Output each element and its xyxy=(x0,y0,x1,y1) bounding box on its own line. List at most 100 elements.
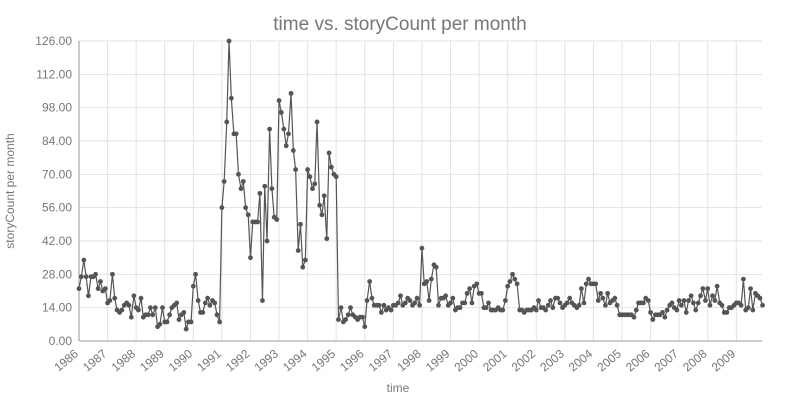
x-tick-label: 1994 xyxy=(280,346,310,374)
data-point xyxy=(578,286,584,292)
data-point xyxy=(700,286,706,292)
data-point xyxy=(674,307,680,313)
chart-title: time vs. storyCount per month xyxy=(273,14,526,35)
data-point xyxy=(257,190,263,196)
data-point xyxy=(290,148,296,153)
data-point xyxy=(157,321,163,327)
data-point xyxy=(369,295,375,301)
data-point xyxy=(152,305,158,311)
data-point xyxy=(402,300,408,306)
data-point xyxy=(267,126,273,132)
data-point xyxy=(676,298,682,303)
x-tick-label: 2006 xyxy=(623,346,653,374)
x-tick-label: 1993 xyxy=(252,346,282,374)
y-tick-label: 0.00 xyxy=(49,334,73,348)
data-point xyxy=(226,38,232,44)
data-point xyxy=(324,236,330,242)
y-tick-labels: 0.00 14.00 28.00 42.00 56.00 70.00 84.00 98.00 1… xyxy=(35,34,72,348)
series-line xyxy=(78,40,764,330)
data-point xyxy=(462,300,468,306)
data-point xyxy=(283,143,289,149)
data-point xyxy=(707,302,713,308)
data-point xyxy=(457,305,463,311)
data-point xyxy=(428,276,434,282)
x-axis-label: time xyxy=(387,381,410,395)
data-point xyxy=(255,219,261,225)
data-point xyxy=(757,295,763,301)
data-point xyxy=(212,300,218,306)
data-point xyxy=(686,298,691,303)
data-point xyxy=(557,300,563,306)
data-point xyxy=(664,307,670,313)
data-point xyxy=(233,131,239,137)
data-point xyxy=(245,212,251,218)
data-point xyxy=(695,300,701,306)
y-tick-label: 98.00 xyxy=(42,101,72,115)
data-point xyxy=(741,276,746,282)
y-tick-label: 28.00 xyxy=(42,267,72,281)
data-point xyxy=(195,298,201,303)
data-point xyxy=(183,326,189,332)
data-point xyxy=(576,302,582,308)
data-point xyxy=(295,248,301,253)
data-point xyxy=(276,98,282,103)
data-point xyxy=(181,310,187,315)
data-point xyxy=(98,279,103,284)
data-point xyxy=(683,310,689,315)
x-tick-labels: 1986 1987 1988 1989 1990 1991 1992 1993 1994 1995… xyxy=(51,346,738,374)
data-point xyxy=(641,300,646,306)
data-point xyxy=(474,281,480,287)
data-point xyxy=(748,286,753,292)
y-tick-label: 14.00 xyxy=(42,301,72,315)
data-point xyxy=(200,310,206,315)
data-point xyxy=(131,293,137,299)
x-tick-label: 2001 xyxy=(480,346,510,374)
data-point xyxy=(550,305,556,311)
data-point xyxy=(378,310,384,315)
data-point xyxy=(750,307,756,313)
data-point xyxy=(160,305,165,311)
data-point xyxy=(533,307,539,313)
data-point xyxy=(395,300,401,306)
x-tick-label: 1997 xyxy=(366,346,396,374)
data-point xyxy=(236,171,241,177)
data-point xyxy=(510,271,515,277)
data-point xyxy=(583,281,589,287)
data-point xyxy=(298,221,303,227)
x-tick-label: 1998 xyxy=(394,346,424,374)
data-point xyxy=(710,293,715,299)
data-point xyxy=(593,281,599,287)
data-point xyxy=(326,150,332,156)
data-point xyxy=(136,307,141,313)
data-point xyxy=(703,298,708,303)
data-point xyxy=(478,290,484,296)
data-point xyxy=(633,307,639,313)
x-tick-label: 1999 xyxy=(423,346,453,374)
x-tick-label: 2003 xyxy=(537,346,567,374)
y-tick-label: 112.00 xyxy=(36,67,72,81)
data-point xyxy=(188,319,194,325)
data-point xyxy=(469,300,475,306)
data-point xyxy=(662,314,668,320)
data-point xyxy=(126,302,132,308)
data-point xyxy=(564,300,570,306)
data-point xyxy=(414,295,420,301)
data-point xyxy=(148,305,153,311)
data-point xyxy=(545,302,551,308)
data-point xyxy=(174,300,180,306)
data-point xyxy=(500,307,506,313)
data-point xyxy=(555,295,561,301)
data-point xyxy=(381,302,387,308)
x-tick-label: 1991 xyxy=(194,346,224,374)
data-point xyxy=(338,305,344,311)
data-point xyxy=(83,274,89,280)
data-point xyxy=(81,257,87,263)
data-point xyxy=(450,295,456,301)
data-point xyxy=(581,300,587,306)
data-point xyxy=(586,276,591,282)
data-point xyxy=(362,324,368,330)
data-point xyxy=(328,164,334,170)
x-tick-label: 2004 xyxy=(566,346,596,374)
data-point xyxy=(138,295,144,301)
data-point xyxy=(693,307,699,313)
